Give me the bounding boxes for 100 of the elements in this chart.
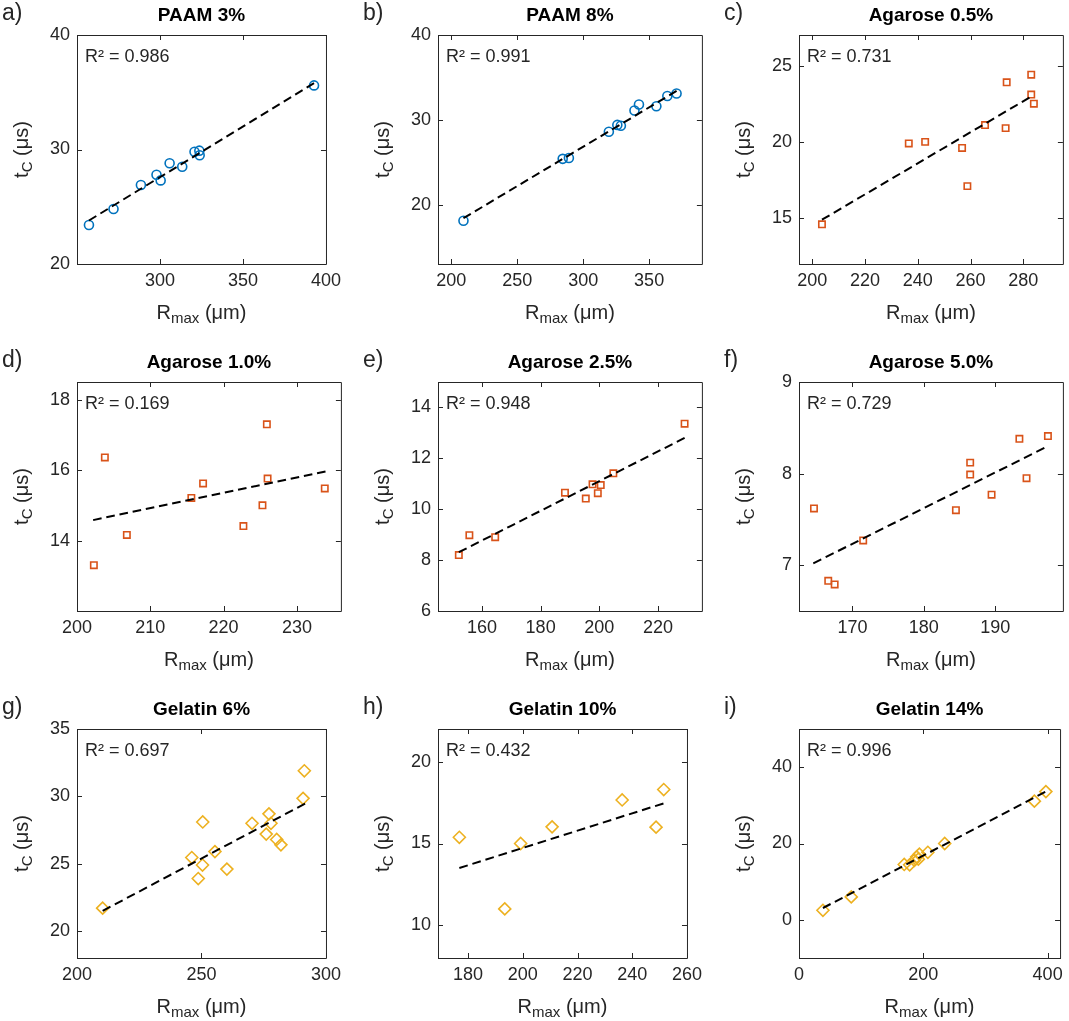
point — [239, 522, 248, 531]
y-tick-label: 14 — [49, 529, 70, 550]
point — [297, 763, 312, 778]
point — [963, 182, 972, 191]
y-tick-label: 20 — [410, 750, 431, 771]
x-tick-label: 200 — [908, 963, 939, 984]
chart-title: Agarose 0.5% — [868, 4, 994, 26]
x-tick-label: 180 — [453, 963, 484, 984]
x-tick-label: 350 — [634, 269, 665, 290]
x-tick-label: 180 — [525, 616, 556, 637]
point — [151, 169, 162, 180]
x-tick-label: 260 — [955, 269, 986, 290]
point — [844, 890, 859, 904]
y-tick-label: 25 — [771, 54, 792, 75]
x-tick-label: 250 — [186, 963, 217, 984]
point — [581, 494, 590, 503]
x-tick-label: 400 — [1032, 963, 1063, 984]
x-tick-label: 280 — [1008, 269, 1039, 290]
point — [320, 484, 329, 493]
point — [262, 807, 276, 821]
point — [208, 844, 222, 859]
point — [907, 853, 922, 868]
point — [296, 791, 310, 806]
x-tick-label: 220 — [849, 269, 880, 290]
point — [259, 827, 274, 841]
x-tick-label: 200 — [61, 616, 93, 637]
point — [966, 470, 975, 479]
y-tick-label: 20 — [410, 193, 431, 214]
point — [189, 146, 200, 158]
point — [557, 153, 568, 165]
point — [458, 215, 469, 227]
y-axis-title: tC (μs) — [731, 815, 758, 872]
y-axis-title: tC (μs) — [9, 815, 36, 872]
x-tick-label: 350 — [227, 269, 259, 290]
annotation: R² = 0.169 — [85, 392, 170, 413]
point — [220, 862, 234, 876]
point — [191, 871, 206, 886]
point — [194, 149, 205, 161]
x-tick-label: 300 — [568, 269, 599, 290]
point — [545, 820, 559, 834]
point — [859, 536, 868, 545]
y-tick-label: 20 — [771, 832, 792, 853]
point — [184, 850, 199, 865]
x-tick-label: 220 — [208, 616, 239, 637]
y-tick-label: 14 — [410, 396, 431, 417]
x-tick-label: 170 — [837, 616, 868, 637]
x-tick-label: 260 — [671, 963, 703, 984]
point — [615, 793, 629, 807]
y-tick-label: 12 — [410, 447, 431, 468]
y-tick-label: 9 — [781, 370, 792, 391]
annotation: R² = 0.697 — [85, 739, 170, 760]
point — [194, 145, 205, 156]
y-axis-title: tC (μs) — [731, 468, 758, 525]
x-tick-label: 230 — [281, 616, 312, 637]
point — [612, 119, 623, 131]
point — [680, 419, 689, 428]
x-tick-label: 300 — [310, 963, 342, 984]
point — [981, 121, 990, 130]
text: d) — [2, 346, 23, 373]
x-tick-label: 200 — [797, 269, 828, 290]
annotation: R² = 0.986 — [85, 45, 170, 66]
point — [100, 453, 109, 462]
point — [176, 161, 188, 172]
point — [603, 126, 615, 137]
x-tick-label: 240 — [617, 963, 648, 984]
point — [921, 845, 935, 860]
text: a) — [2, 0, 23, 26]
y-tick-label: 30 — [410, 108, 431, 129]
point — [921, 137, 930, 146]
point — [155, 175, 166, 186]
point — [1015, 434, 1024, 443]
point — [199, 479, 208, 488]
x-tick-label: 200 — [436, 269, 467, 290]
point — [164, 157, 175, 169]
y-tick-label: 10 — [410, 498, 431, 519]
point — [195, 815, 210, 829]
point — [83, 219, 95, 231]
x-tick-label: 300 — [144, 269, 176, 290]
point — [452, 830, 467, 845]
x-tick-label: 200 — [507, 963, 538, 984]
point — [1029, 99, 1038, 108]
x-tick-label: 160 — [466, 616, 498, 637]
point — [902, 858, 917, 872]
y-tick-label: 0 — [781, 908, 792, 929]
chart-title: PAAM 8% — [526, 4, 614, 26]
y-tick-label: 35 — [49, 717, 70, 738]
x-tick-label: 250 — [502, 269, 533, 290]
x-tick-label: 400 — [310, 269, 342, 290]
y-tick-label: 16 — [49, 459, 70, 480]
annotation: R² = 0.991 — [446, 45, 531, 66]
point — [810, 504, 818, 513]
y-tick-label: 40 — [771, 756, 792, 777]
annotation: R² = 0.729 — [807, 392, 892, 413]
point — [563, 152, 575, 164]
point — [262, 420, 271, 429]
point — [497, 902, 512, 916]
y-tick-label: 10 — [410, 914, 431, 935]
point — [987, 490, 996, 499]
y-tick-label: 30 — [49, 138, 70, 159]
x-tick-label: 200 — [584, 616, 615, 637]
